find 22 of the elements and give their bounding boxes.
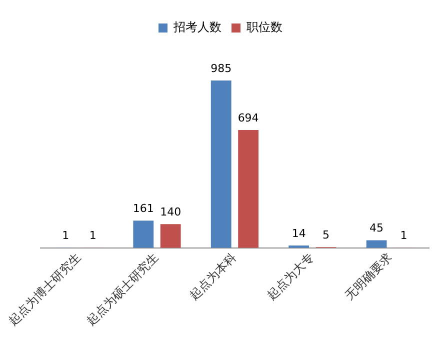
data-label: 14 bbox=[292, 226, 306, 240]
data-label: 140 bbox=[160, 206, 182, 218]
bar bbox=[238, 130, 259, 248]
legend-label: 职位数 bbox=[246, 20, 282, 34]
x-tick-label: 起点为大专 bbox=[264, 250, 317, 303]
bar bbox=[133, 220, 154, 248]
data-label: 5 bbox=[322, 228, 330, 242]
x-tick-label: 起点为硕士研究生 bbox=[84, 250, 162, 328]
data-label: 694 bbox=[238, 111, 259, 124]
x-tick-label: 无明确要求 bbox=[342, 250, 394, 303]
data-label: 1 bbox=[62, 229, 70, 242]
data-label: 1 bbox=[89, 229, 96, 242]
bar bbox=[160, 224, 181, 248]
bar bbox=[366, 240, 387, 248]
x-tick-label: 起点为本科 bbox=[186, 250, 240, 303]
data-label: 985 bbox=[210, 62, 232, 75]
data-label: 161 bbox=[132, 202, 154, 215]
legend-label: 招考人数 bbox=[172, 20, 222, 34]
x-tick-label: 起点为博士研究生 bbox=[6, 250, 84, 328]
bar bbox=[210, 80, 232, 248]
data-label: 1 bbox=[400, 229, 408, 242]
data-label: 45 bbox=[370, 222, 384, 235]
